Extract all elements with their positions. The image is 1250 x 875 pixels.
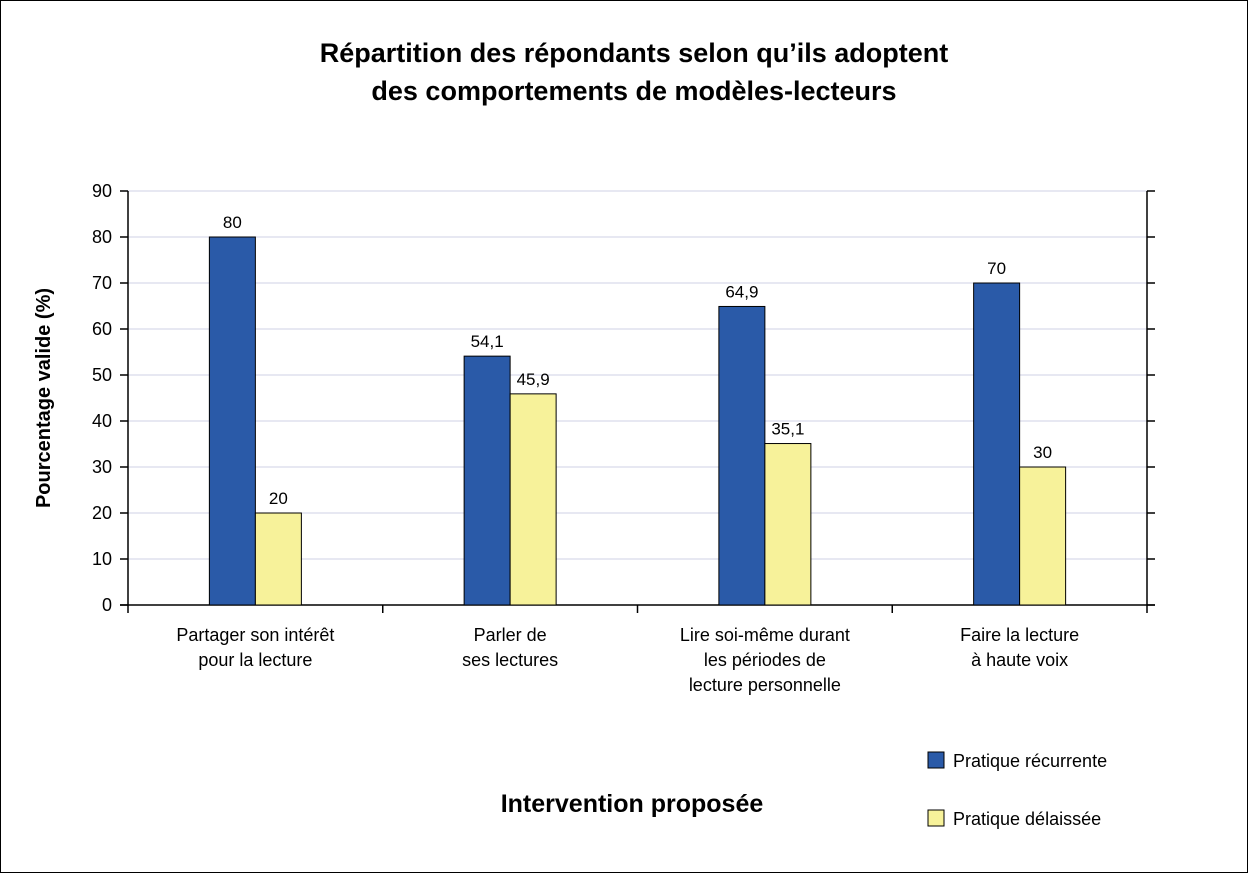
- legend-swatch-2: [927, 809, 945, 827]
- x-axis-title: Intervention proposée: [501, 790, 764, 818]
- data-label-1-1: 80: [223, 213, 242, 232]
- data-label-2-2: 45,9: [517, 370, 550, 389]
- y-tick-label-10: 10: [92, 549, 112, 569]
- y-tick-label-0: 0: [102, 595, 112, 615]
- data-label-1-4: 70: [987, 259, 1006, 278]
- bar-1-1: [208, 236, 256, 606]
- bar-1-4: [973, 282, 1021, 606]
- y-tick-label-90: 90: [92, 181, 112, 201]
- data-label-2-3: 35,1: [771, 420, 804, 439]
- chart-title-line-2: des comportements de modèles-lecteurs: [371, 76, 896, 106]
- category-label-4-line-1: Faire la lecture: [960, 625, 1079, 645]
- y-tick-label-50: 50: [92, 365, 112, 385]
- category-label-2-line-1: Parler de: [474, 625, 547, 645]
- legend-label-1: Pratique récurrente: [953, 751, 1107, 771]
- bar-2-4: [1019, 466, 1067, 606]
- y-tick-label-60: 60: [92, 319, 112, 339]
- data-label-1-3: 64,9: [725, 282, 758, 301]
- bar-2-3: [764, 443, 812, 606]
- category-label-1-line-1: Partager son intérêt: [176, 625, 334, 645]
- y-axis-title: Pourcentage valide (%): [33, 288, 55, 508]
- data-label-2-4: 30: [1033, 443, 1052, 462]
- bar-2-2: [509, 393, 557, 606]
- y-tick-label-70: 70: [92, 273, 112, 293]
- y-tick-label-80: 80: [92, 227, 112, 247]
- y-tick-label-20: 20: [92, 503, 112, 523]
- bar-1-3: [718, 305, 766, 606]
- y-tick-label-30: 30: [92, 457, 112, 477]
- bar-2-1: [254, 512, 302, 606]
- category-label-3-line-3: lecture personnelle: [689, 675, 841, 695]
- y-tick-label-40: 40: [92, 411, 112, 431]
- category-label-3-line-1: Lire soi-même durant: [680, 625, 850, 645]
- data-label-2-1: 20: [269, 489, 288, 508]
- data-label-1-2: 54,1: [471, 332, 504, 351]
- legend-label-2: Pratique délaissée: [953, 809, 1101, 829]
- chart-title-line-1: Répartition des répondants selon qu’ils …: [320, 38, 949, 68]
- bar-1-2: [463, 355, 511, 606]
- category-label-1-line-2: pour la lecture: [198, 650, 312, 670]
- legend-swatch-1: [927, 751, 945, 769]
- category-label-2-line-2: ses lectures: [462, 650, 558, 670]
- category-label-4-line-2: à haute voix: [971, 650, 1068, 670]
- category-label-3-line-2: les périodes de: [704, 650, 826, 670]
